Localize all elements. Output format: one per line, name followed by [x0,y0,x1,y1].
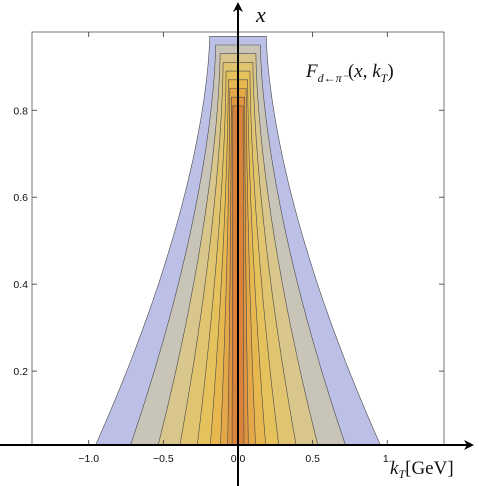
x-axis-ticks: −1.0−0.50.00.51. [78,32,392,465]
x-tick-label: −0.5 [153,453,174,465]
chart-title: Fd←π⁻(x, kT) [305,61,394,85]
x-axis-label: kT[GeV] [390,458,454,481]
y-axis-ticks: 0.2 0.4 0.6 0.8 [13,105,444,378]
y-axis-label: x [255,2,266,27]
y-tick-label: 0.4 [13,279,28,291]
y-tick-label: 0.6 [13,192,28,204]
y-tick-label: 0.2 [13,366,28,378]
x-tick-label: −1.0 [78,453,99,465]
y-tick-label: 0.8 [13,105,28,117]
x-tick-label: 0.5 [305,453,320,465]
x-tick-label: 1. [383,453,392,465]
